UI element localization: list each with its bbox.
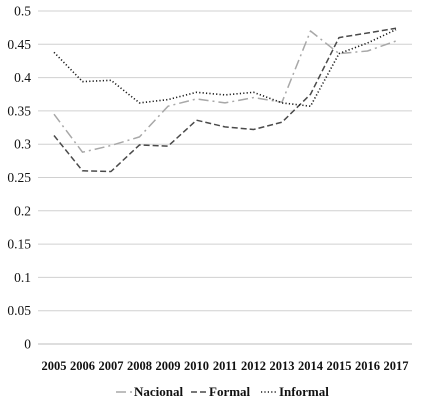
y-axis-tick-labels: 0 0.05 0.1 0.15 0.2 0.25 0.3 0.35 0.4 0.45 0.5 [7,4,31,352]
x-tick-label: 2011 [213,359,237,373]
legend-label-nacional: Nacional [134,384,184,399]
y-tick-label: 0.25 [7,170,31,185]
x-tick-label: 2014 [298,359,324,373]
x-tick-label: 2008 [127,359,152,373]
legend-label-formal: Formal [209,384,251,399]
y-tick-label: 0.2 [14,203,31,218]
y-tick-label: 0.1 [14,270,31,285]
y-tick-label: 0.45 [7,37,31,52]
x-tick-label: 2006 [70,359,95,373]
x-tick-label: 2016 [355,359,380,373]
x-tick-label: 2009 [156,359,181,373]
x-tick-label: 2013 [270,359,295,373]
legend-label-informal: Informal [279,384,329,399]
series-line-informal [53,28,397,107]
x-tick-label: 2017 [384,359,409,373]
y-tick-label: 0.35 [7,103,31,118]
y-tick-label: 0.3 [14,137,31,152]
x-tick-label: 2010 [184,359,209,373]
x-tick-label: 2007 [99,359,124,373]
gridlines [38,10,412,345]
x-axis-tick-labels: 2005 2006 2007 2008 2009 2010 2011 2012 2013 2014… [42,359,409,373]
series-line-formal [53,27,397,173]
y-tick-label: 0 [24,337,31,352]
series-lines [53,27,397,173]
legend: Nacional Formal Informal [116,384,329,399]
x-tick-label: 2015 [327,359,352,373]
x-tick-label: 2012 [241,359,266,373]
y-tick-label: 0.5 [14,4,31,19]
y-tick-label: 0.05 [7,303,31,318]
y-tick-label: 0.4 [14,70,31,85]
y-tick-label: 0.15 [7,237,31,252]
x-tick-label: 2005 [42,359,67,373]
series-line-nacional [53,30,397,153]
